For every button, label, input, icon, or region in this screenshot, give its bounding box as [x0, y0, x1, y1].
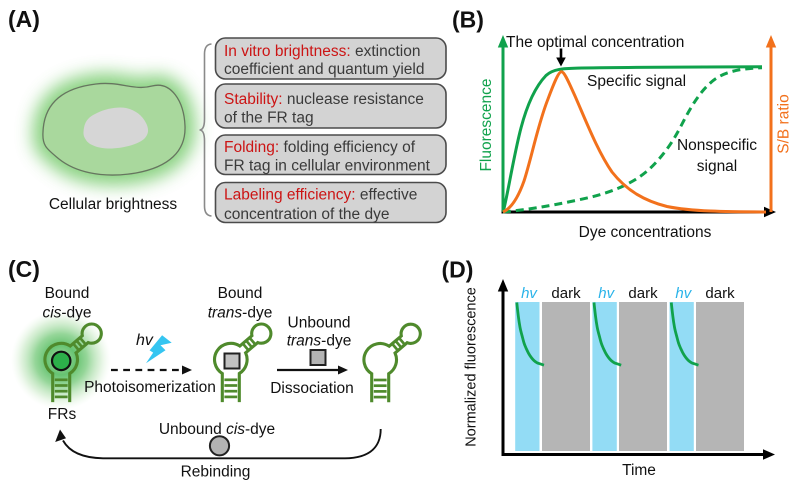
- svg-text:hv: hv: [598, 285, 615, 302]
- svg-text:signal: signal: [697, 158, 738, 175]
- svg-text:S/B ratio: S/B ratio: [776, 94, 793, 153]
- svg-text:dark: dark: [628, 285, 658, 302]
- svg-text:Unbound cis-dye: Unbound cis-dye: [159, 421, 275, 438]
- svg-text:Folding: folding efficiency of: Folding: folding efficiency of: [224, 139, 416, 156]
- svg-text:Stability: nuclease resistance: Stability: nuclease resistance: [224, 91, 424, 108]
- svg-text:coefficient and quantum yield: coefficient and quantum yield: [224, 61, 425, 78]
- svg-text:hv: hv: [675, 285, 692, 302]
- svg-text:Fluorescence: Fluorescence: [478, 78, 495, 171]
- svg-text:trans-dye: trans-dye: [287, 333, 352, 350]
- svg-text:FRs: FRs: [48, 406, 77, 423]
- svg-text:Time: Time: [622, 462, 656, 479]
- svg-text:Dissociation: Dissociation: [270, 380, 354, 397]
- svg-text:hv: hv: [136, 332, 154, 349]
- svg-text:Dye concentrations: Dye concentrations: [579, 224, 712, 241]
- svg-text:concentration of the dye: concentration of the dye: [224, 206, 389, 223]
- svg-text:of the FR tag: of the FR tag: [224, 110, 314, 127]
- svg-text:Specific signal: Specific signal: [587, 73, 686, 90]
- svg-text:The optimal concentration: The optimal concentration: [506, 34, 684, 51]
- svg-text:Bound: Bound: [218, 285, 263, 302]
- svg-text:hv: hv: [521, 285, 538, 302]
- svg-text:Rebinding: Rebinding: [181, 464, 251, 481]
- svg-text:Cellular brightness: Cellular brightness: [49, 196, 178, 213]
- svg-text:Unbound: Unbound: [288, 315, 351, 332]
- svg-text:Photoisomerization: Photoisomerization: [84, 379, 216, 396]
- svg-text:In vitro brightness: extinctio: In vitro brightness: extinction: [224, 43, 420, 60]
- svg-text:(D): (D): [442, 257, 474, 283]
- svg-text:(C): (C): [8, 256, 40, 282]
- svg-text:dark: dark: [705, 285, 735, 302]
- svg-text:Labeling efficiency: effective: Labeling efficiency: effective: [224, 187, 417, 204]
- svg-text:dark: dark: [551, 285, 581, 302]
- svg-text:Normalized fluorescence: Normalized fluorescence: [464, 287, 480, 447]
- svg-text:trans-dye: trans-dye: [208, 305, 273, 322]
- svg-text:Bound: Bound: [45, 285, 90, 302]
- svg-text:cis-dye: cis-dye: [42, 305, 91, 322]
- svg-text:Nonspecific: Nonspecific: [677, 137, 757, 154]
- svg-text:FR tag in cellular environment: FR tag in cellular environment: [224, 158, 431, 175]
- svg-text:(B): (B): [452, 7, 484, 33]
- svg-text:(A): (A): [8, 6, 40, 32]
